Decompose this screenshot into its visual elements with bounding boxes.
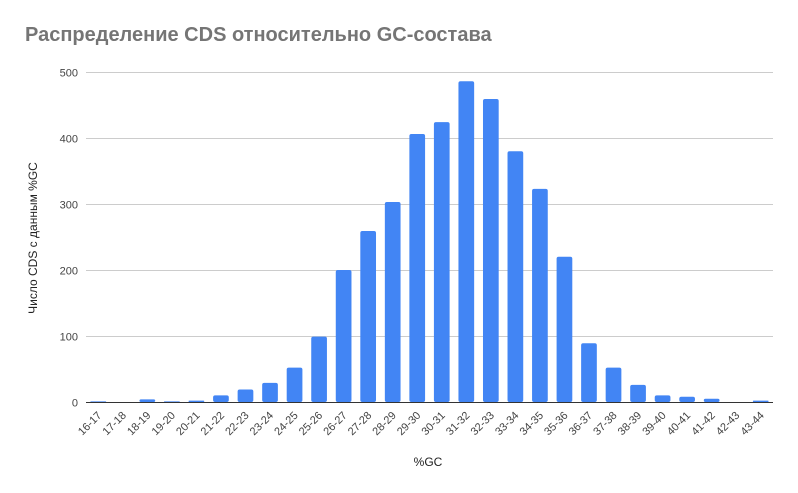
x-tick-label: 23-24 (248, 410, 276, 438)
bar (139, 399, 156, 402)
x-tick-label: 30-31 (420, 410, 448, 438)
bars (90, 81, 769, 403)
y-tick-label: 300 (60, 200, 78, 212)
x-tick-label: 43-44 (738, 410, 766, 438)
x-tick-label: 17-18 (101, 410, 129, 438)
y-tick-label: 200 (60, 266, 78, 278)
y-tick-label: 0 (72, 398, 78, 410)
x-tick-label: 16-17 (76, 410, 104, 438)
gridlines (86, 72, 773, 337)
x-tick-label: 41-42 (689, 410, 717, 438)
bar (532, 188, 548, 402)
bar (311, 336, 327, 402)
bar (654, 395, 671, 402)
x-tick-label: 29-30 (395, 410, 423, 438)
x-tick-label: 21-22 (199, 410, 227, 438)
bar (630, 384, 646, 402)
x-tick-label: 18-19 (125, 410, 153, 438)
x-tick-label: 34-35 (518, 410, 546, 438)
x-tick-label: 33-34 (493, 410, 521, 438)
bar (237, 389, 254, 402)
bar (679, 396, 695, 402)
bar (458, 81, 475, 403)
bar (384, 202, 401, 402)
x-tick-label: 42-43 (714, 410, 742, 438)
bar (482, 99, 499, 402)
x-tick-label: 39-40 (640, 410, 668, 438)
chart-title: Распределение CDS относительно GC-состав… (25, 24, 492, 46)
bar (703, 398, 720, 402)
bar (335, 270, 352, 402)
bar (433, 122, 450, 402)
x-tick-label: 36-37 (567, 410, 595, 438)
y-tick-label: 500 (60, 68, 78, 80)
x-tick-label: 32-33 (469, 410, 497, 438)
bar (581, 343, 597, 402)
x-tick-label: 22-23 (223, 410, 251, 438)
x-tick-label: 25-26 (297, 410, 325, 438)
x-tick-label: 19-20 (150, 410, 178, 438)
x-axis-label: %GC (413, 455, 443, 469)
y-axis-ticks: 0 100 200 300 400 500 (60, 68, 78, 410)
x-tick-label: 35-36 (542, 410, 570, 438)
y-tick-label: 100 (60, 332, 78, 344)
x-tick-label: 20-21 (174, 410, 202, 438)
bar (409, 134, 426, 403)
bar (286, 367, 303, 402)
bar (360, 231, 377, 402)
x-tick-label: 28-29 (370, 410, 398, 438)
bar (507, 151, 524, 402)
bar (262, 382, 278, 402)
bar (605, 367, 622, 402)
bar (188, 400, 205, 402)
x-tick-label: 26-27 (321, 410, 349, 438)
x-tick-label: 31-32 (444, 410, 472, 438)
bar (556, 256, 573, 402)
x-tick-label: 37-38 (591, 410, 619, 438)
x-tick-label: 27-28 (346, 410, 374, 438)
x-tick-label: 40-41 (665, 410, 693, 438)
x-axis-ticks: 16-1717-1818-1919-2020-2121-2222-2323-24… (76, 410, 767, 438)
x-tick-label: 24-25 (272, 410, 300, 438)
bar (752, 400, 769, 402)
x-tick-label: 38-39 (616, 410, 644, 438)
y-tick-label: 400 (60, 134, 78, 146)
bar (213, 395, 229, 402)
